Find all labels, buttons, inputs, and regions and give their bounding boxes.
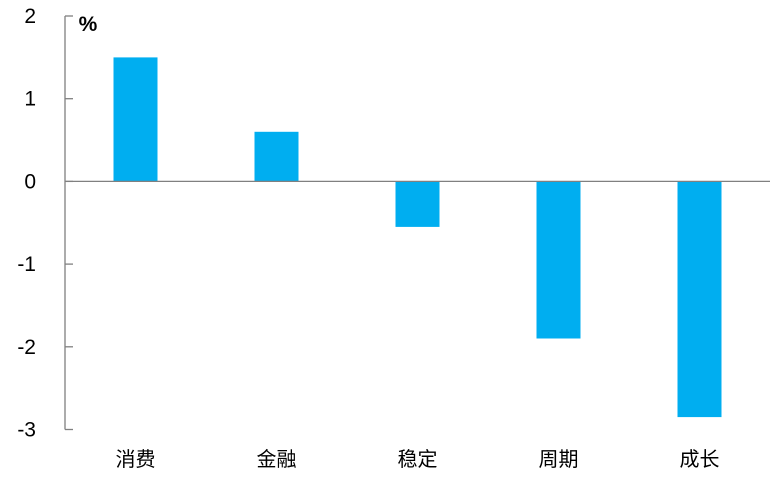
y-tick-label: -3 — [17, 419, 36, 442]
x-category-label: 周期 — [539, 449, 579, 471]
y-tick-label: 2 — [24, 5, 36, 28]
y-tick-label: 1 — [24, 88, 36, 111]
bar — [254, 131, 299, 182]
y-axis-unit-label: % — [79, 13, 98, 36]
bar — [536, 181, 581, 339]
bar — [113, 57, 158, 182]
x-category-label: 消费 — [116, 448, 156, 471]
bar — [677, 181, 722, 418]
y-tick-label: -1 — [17, 253, 36, 276]
bar — [395, 181, 440, 227]
y-tick-label: 0 — [24, 170, 36, 193]
x-category-label: 成长 — [680, 448, 720, 471]
y-tick-label: -2 — [17, 336, 36, 359]
x-category-label: 金融 — [257, 448, 297, 471]
x-category-label: 稳定 — [398, 448, 438, 471]
